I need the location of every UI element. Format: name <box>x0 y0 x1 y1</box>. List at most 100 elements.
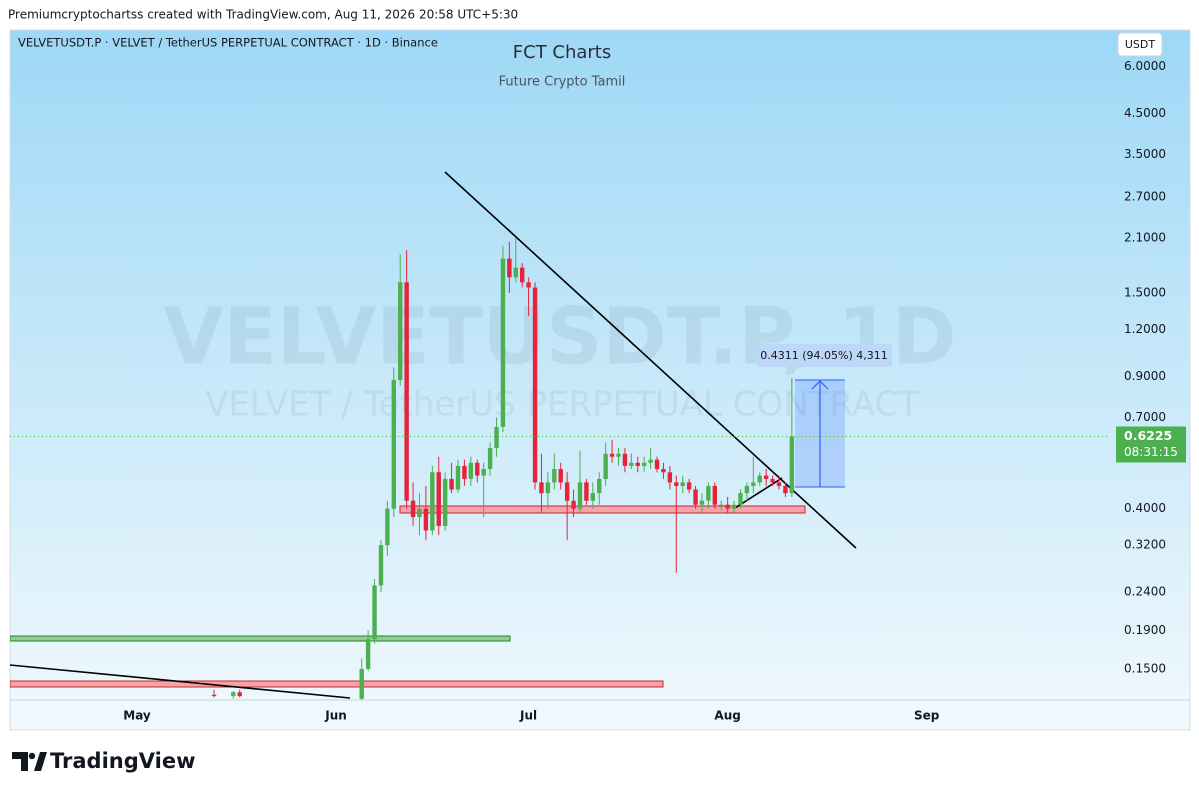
candle-body <box>378 545 384 586</box>
candle-body <box>494 426 499 449</box>
watermark: VELVETUSDT.P, 1D <box>163 292 956 382</box>
candle-body <box>417 508 422 518</box>
candle-body <box>763 475 769 479</box>
logo-mark <box>34 752 47 771</box>
candle-body <box>719 504 724 506</box>
candle-body <box>449 478 454 490</box>
x-tick-label: Aug <box>714 709 740 723</box>
candle-body <box>597 478 602 494</box>
candles <box>211 237 795 700</box>
candle-body <box>520 267 525 283</box>
x-tick-label: Jul <box>519 709 537 723</box>
candle-body <box>455 465 461 490</box>
candle-body <box>680 482 685 486</box>
candle-body <box>462 465 467 479</box>
candle-body <box>641 462 647 466</box>
candle-body <box>783 485 788 494</box>
y-tick-label: 6.0000 <box>1124 59 1166 73</box>
y-tick-label: 1.2000 <box>1124 322 1166 336</box>
candle-body <box>686 482 692 490</box>
candle-body <box>372 585 377 640</box>
symbol-info: VELVETUSDT.P · VELVET / TetherUS PERPETU… <box>18 36 438 50</box>
logo-mark <box>12 752 28 771</box>
chart-title: FCT Charts <box>513 42 611 63</box>
logo-mark <box>28 752 36 760</box>
last-price-label: 0.6225 <box>1124 428 1172 443</box>
candle-body <box>430 472 435 531</box>
candle-body <box>622 453 628 466</box>
candle-body <box>584 482 589 501</box>
brand-logo <box>12 752 47 771</box>
candle-body <box>545 482 551 494</box>
candle-body <box>507 258 512 278</box>
candle-body <box>699 500 705 505</box>
y-tick-label: 0.7000 <box>1124 410 1166 424</box>
support-zone <box>10 635 511 642</box>
y-tick-label: 0.4000 <box>1124 501 1166 515</box>
candle-body <box>693 489 698 505</box>
y-tick-label: 0.1500 <box>1124 661 1166 675</box>
candle-body <box>648 459 653 463</box>
candle-body <box>231 692 236 697</box>
x-tick-label: May <box>123 709 151 723</box>
currency-box[interactable] <box>1117 32 1163 57</box>
candle-body <box>654 459 660 470</box>
trendline <box>444 171 857 549</box>
candle-body <box>423 508 429 531</box>
candle-body <box>731 504 737 509</box>
candle-body <box>391 379 396 509</box>
candle-body <box>674 482 679 486</box>
x-tick-label: Sep <box>914 709 940 723</box>
candle-body <box>359 668 364 699</box>
candle-body <box>571 500 576 509</box>
candle-body <box>410 500 416 518</box>
candle-body <box>789 436 795 494</box>
y-tick-label: 2.1000 <box>1124 230 1166 244</box>
candle-body <box>564 482 570 501</box>
candle-body <box>500 258 506 427</box>
candle-body <box>667 472 673 483</box>
candle-body <box>590 493 596 501</box>
candle-body <box>577 482 583 509</box>
candle-body <box>757 475 762 483</box>
measure-arrowhead <box>811 380 829 390</box>
candle-body <box>725 504 730 509</box>
countdown-label: 08:31:15 <box>1124 445 1178 459</box>
candle-body <box>365 639 371 669</box>
candle-body <box>404 282 409 501</box>
trendline <box>734 477 783 509</box>
trendline <box>10 664 351 699</box>
watermark-subtitle: VELVET / TetherUS PERPETUAL CONTRACT <box>205 385 919 425</box>
axes: 0.1500 0.1900 0.2400 0.3200 0.4000 0.7000 0.90… <box>10 59 1186 723</box>
measure-label: 0.4311 (94.05%) 4,311 <box>760 349 888 362</box>
chart-subtitle: Future Crypto Tamil <box>499 75 626 90</box>
byline: Premiumcryptochartss created with Tradin… <box>8 8 518 22</box>
drawings <box>10 171 857 700</box>
candle-body <box>539 482 544 494</box>
candle-body <box>436 472 441 526</box>
y-tick-label: 1.5000 <box>1124 285 1166 299</box>
candle-body <box>481 469 486 476</box>
candle-body <box>770 478 775 483</box>
candle-body <box>532 287 538 483</box>
candle-body <box>706 485 711 501</box>
y-tick-label: 0.2400 <box>1124 585 1166 599</box>
brand-name: TradingView <box>50 749 195 773</box>
candle-body <box>513 267 518 278</box>
chart-panel <box>9 29 1191 731</box>
candle-body <box>738 493 743 505</box>
candle-body <box>552 469 557 483</box>
x-tick-label: Jun <box>324 709 347 723</box>
candle-body <box>712 485 717 505</box>
candle-body <box>442 478 448 526</box>
candle-body <box>398 282 403 380</box>
candle-body <box>475 462 480 476</box>
candle-body <box>211 694 217 697</box>
support-zone <box>10 680 664 688</box>
candle-body <box>526 282 531 288</box>
candle-body <box>609 453 615 457</box>
last-price-box <box>1116 426 1186 463</box>
y-tick-label: 0.9000 <box>1124 369 1166 383</box>
candle-body <box>487 448 493 470</box>
